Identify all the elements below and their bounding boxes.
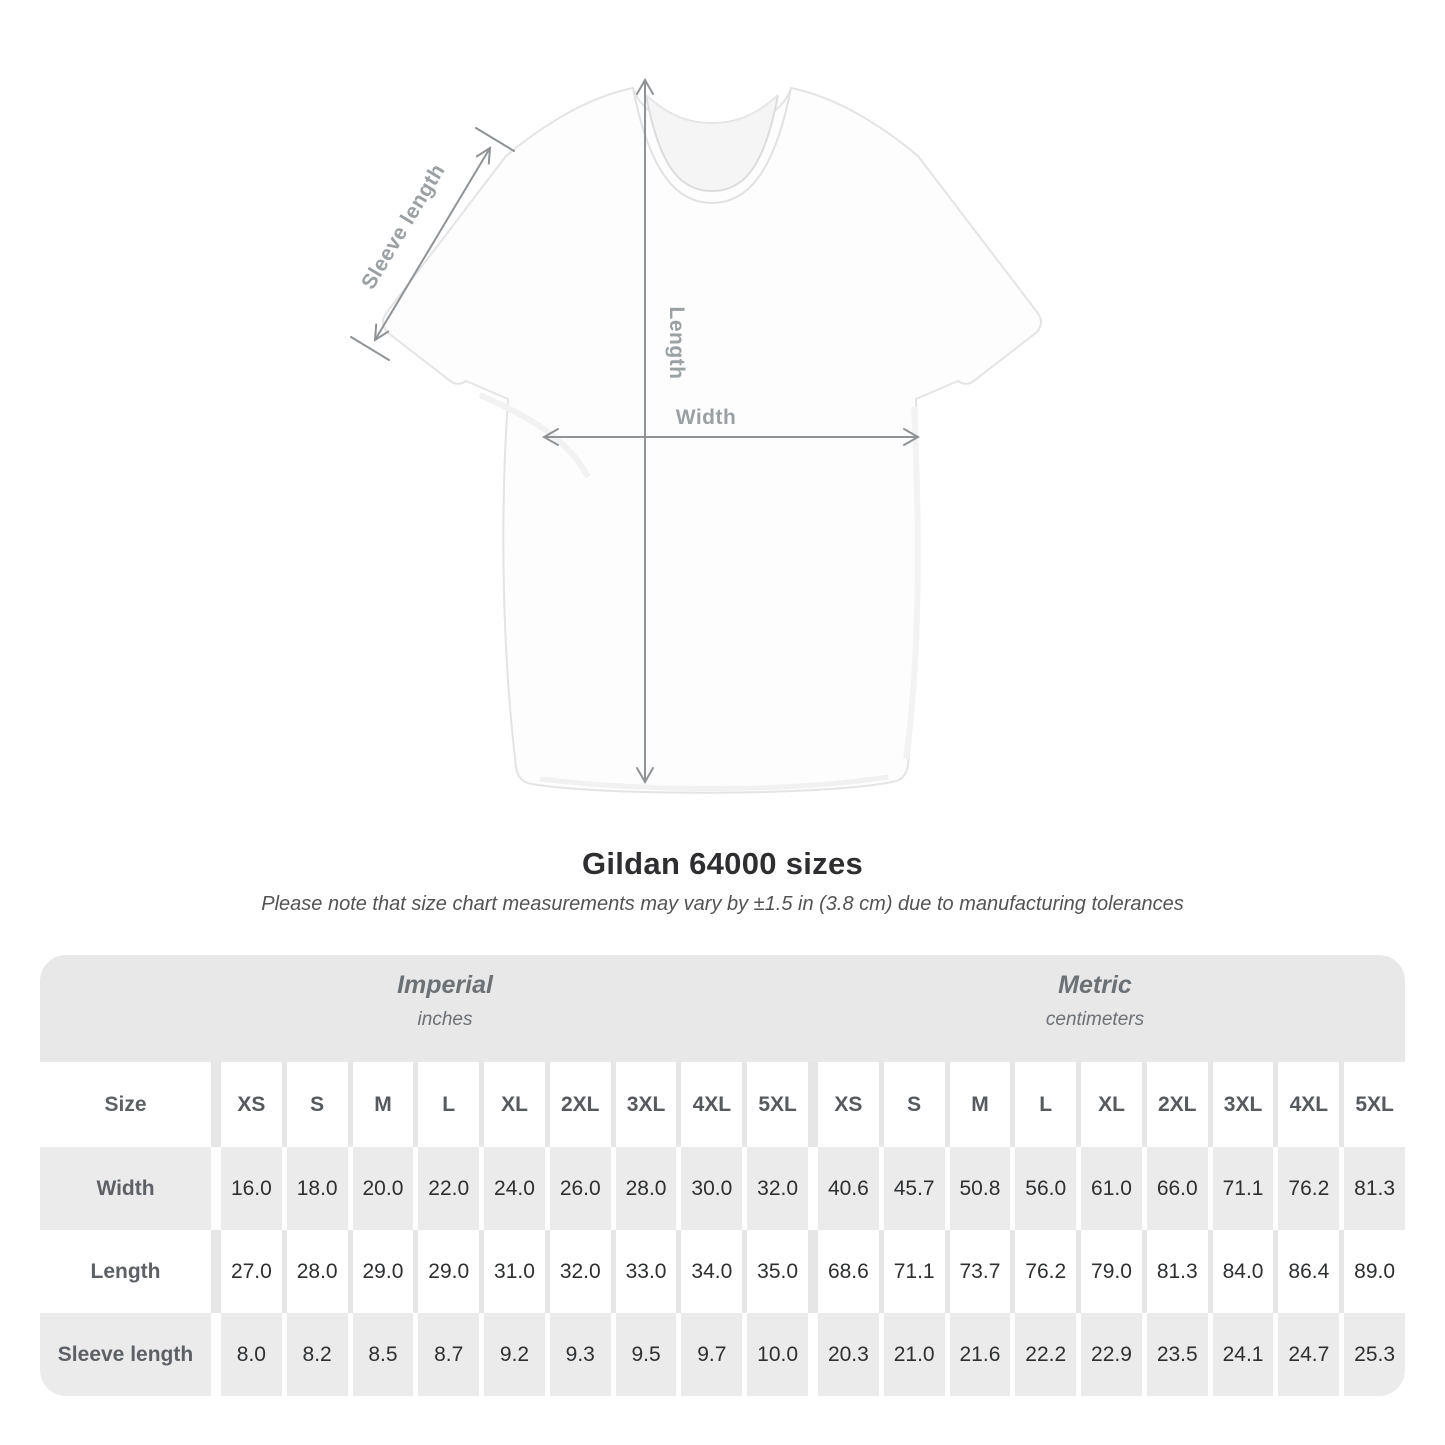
value-cell: 10.0 (747, 1313, 808, 1396)
value-cell: 35.0 (747, 1230, 808, 1313)
value-cell: 76.2 (1278, 1147, 1340, 1230)
size-col-header: 5XL (1344, 1062, 1405, 1147)
collar-opening (646, 95, 778, 191)
size-col-header: XS (221, 1062, 282, 1147)
value-cell: 9.3 (549, 1313, 611, 1396)
value-cell: 24.1 (1212, 1313, 1274, 1396)
value-cell: 81.3 (1344, 1147, 1405, 1230)
size-table: Imperial inches Metric centimeters Size … (40, 955, 1405, 1396)
value-cell: 30.0 (681, 1147, 743, 1230)
tolerance-note: Please note that size chart measurements… (261, 893, 1184, 915)
length-label: Length (665, 307, 688, 380)
value-cell: 18.0 (286, 1147, 348, 1230)
sleeve-length-arrow (350, 127, 515, 361)
table-row-sleeve-length: Sleeve length 8.0 8.2 8.5 8.7 9.2 9.3 9.… (40, 1313, 1405, 1396)
size-col-header: XL (484, 1062, 545, 1147)
value-cell: 71.1 (1212, 1147, 1274, 1230)
size-header-row: Size XS S M L XL 2XL 3XL 4XL 5XL XS S M … (40, 1062, 1405, 1147)
value-cell: 76.2 (1015, 1230, 1077, 1313)
value-cell: 8.2 (286, 1313, 348, 1396)
value-cell: 84.0 (1212, 1230, 1274, 1313)
value-cell: 34.0 (681, 1230, 743, 1313)
value-cell: 66.0 (1146, 1147, 1208, 1230)
row-label: Width (40, 1147, 211, 1230)
value-cell: 68.6 (818, 1230, 879, 1313)
imperial-group-header: Imperial inches (397, 971, 493, 1031)
size-col-header: 5XL (747, 1062, 808, 1147)
metric-label: Metric (1058, 971, 1132, 999)
value-cell: 56.0 (1015, 1147, 1077, 1230)
imperial-label: Imperial (397, 971, 493, 999)
value-cell: 16.0 (221, 1147, 282, 1230)
unit-group-header: Imperial inches Metric centimeters (40, 955, 1405, 1062)
size-col-header: L (418, 1062, 480, 1147)
value-cell: 32.0 (549, 1230, 611, 1313)
metric-group-header: Metric centimeters (1046, 971, 1144, 1031)
value-cell: 81.3 (1146, 1230, 1208, 1313)
value-cell: 89.0 (1344, 1230, 1405, 1313)
tshirt-measurement-diagram: Sleeve length Length Width (350, 77, 1042, 794)
size-col-header: M (949, 1062, 1011, 1147)
size-col-header: 2XL (1146, 1062, 1208, 1147)
size-col-header: XS (818, 1062, 879, 1147)
value-cell: 20.3 (818, 1313, 879, 1396)
value-cell: 9.5 (615, 1313, 677, 1396)
table-row-width: Width 16.0 18.0 20.0 22.0 24.0 26.0 28.0… (40, 1147, 1405, 1230)
value-cell: 50.8 (949, 1147, 1011, 1230)
value-cell: 8.5 (352, 1313, 414, 1396)
size-col-header: M (352, 1062, 414, 1147)
page-title: Gildan 64000 sizes (581, 846, 864, 881)
width-label: Width (676, 406, 737, 429)
value-cell: 79.0 (1081, 1230, 1142, 1313)
size-col-header: 3XL (615, 1062, 677, 1147)
metric-unit: centimeters (1045, 1009, 1145, 1030)
value-cell: 8.7 (418, 1313, 480, 1396)
value-cell: 20.0 (352, 1147, 414, 1230)
size-col-header: L (1015, 1062, 1077, 1147)
value-cell: 22.9 (1081, 1313, 1142, 1396)
value-cell: 40.6 (818, 1147, 879, 1230)
value-cell: 27.0 (221, 1230, 282, 1313)
value-cell: 22.0 (418, 1147, 480, 1230)
value-cell: 21.0 (883, 1313, 945, 1396)
value-cell: 9.2 (484, 1313, 545, 1396)
size-col-header: 3XL (1212, 1062, 1274, 1147)
value-cell: 28.0 (286, 1230, 348, 1313)
size-col-header: 4XL (1278, 1062, 1340, 1147)
table-row-length: Length 27.0 28.0 29.0 29.0 31.0 32.0 33.… (40, 1230, 1405, 1313)
value-cell: 9.7 (681, 1313, 743, 1396)
size-col-header: S (883, 1062, 945, 1147)
value-cell: 29.0 (418, 1230, 480, 1313)
value-cell: 24.7 (1278, 1313, 1340, 1396)
width-arrow (541, 428, 921, 446)
value-cell: 33.0 (615, 1230, 677, 1313)
value-cell: 28.0 (615, 1147, 677, 1230)
length-arrow (636, 77, 654, 785)
size-col-header: S (286, 1062, 348, 1147)
value-cell: 31.0 (484, 1230, 545, 1313)
value-cell: 61.0 (1081, 1147, 1142, 1230)
value-cell: 21.6 (949, 1313, 1011, 1396)
value-cell: 23.5 (1146, 1313, 1208, 1396)
value-cell: 45.7 (883, 1147, 945, 1230)
value-cell: 8.0 (221, 1313, 282, 1396)
row-label: Length (40, 1230, 211, 1313)
value-cell: 32.0 (747, 1147, 808, 1230)
value-cell: 73.7 (949, 1230, 1011, 1313)
value-cell: 22.2 (1015, 1313, 1077, 1396)
value-cell: 24.0 (484, 1147, 545, 1230)
size-col-header: 4XL (681, 1062, 743, 1147)
value-cell: 26.0 (549, 1147, 611, 1230)
imperial-unit: inches (417, 1009, 473, 1030)
size-header-label: Size (40, 1062, 211, 1147)
value-cell: 25.3 (1344, 1313, 1405, 1396)
row-label: Sleeve length (40, 1313, 211, 1396)
size-col-header: XL (1081, 1062, 1142, 1147)
tshirt-image (382, 87, 1042, 794)
value-cell: 29.0 (352, 1230, 414, 1313)
value-cell: 86.4 (1278, 1230, 1340, 1313)
size-col-header: 2XL (549, 1062, 611, 1147)
value-cell: 71.1 (883, 1230, 945, 1313)
